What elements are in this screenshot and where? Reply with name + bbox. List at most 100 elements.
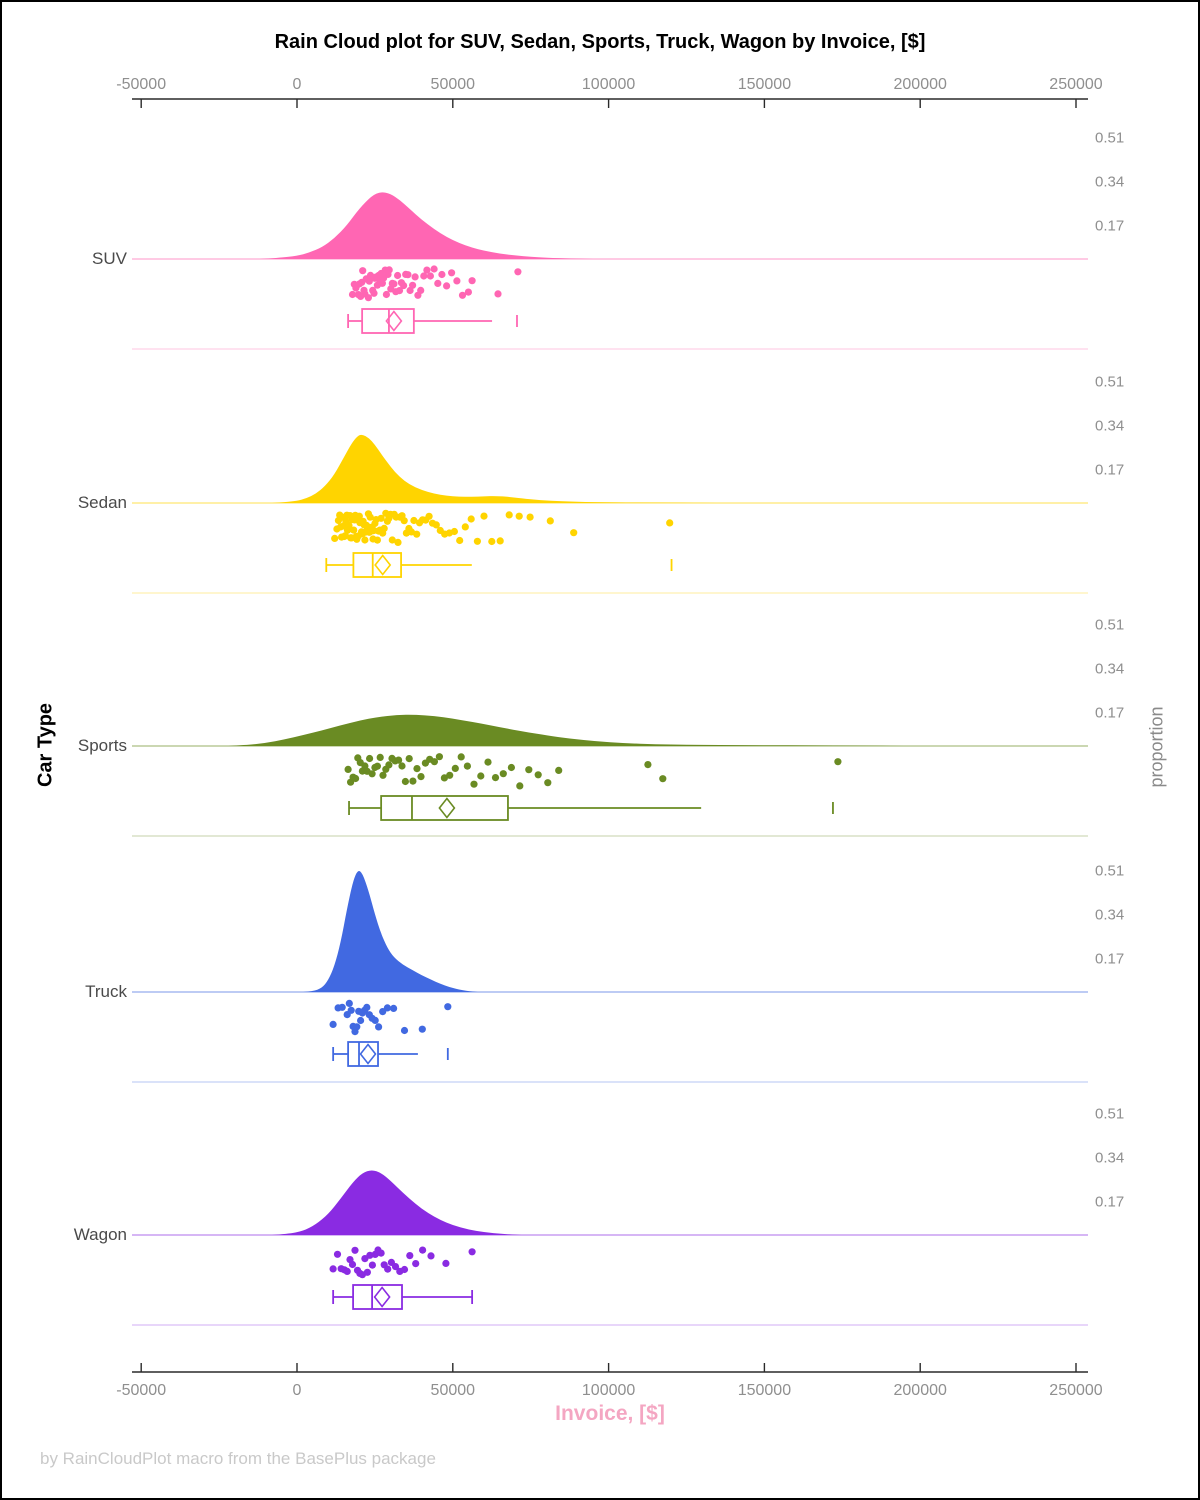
x-tick-label-bottom: 0	[292, 1382, 302, 1399]
rain-point	[406, 1252, 414, 1260]
rain-point	[484, 758, 492, 766]
x-axis-title: Invoice, [$]	[555, 1402, 665, 1425]
rain-point	[347, 1006, 355, 1014]
rain-point	[666, 519, 674, 527]
rain-points	[331, 509, 674, 547]
rain-point	[423, 266, 431, 274]
rain-point	[435, 753, 443, 761]
rain-point	[395, 756, 403, 764]
rain-point	[468, 277, 476, 285]
rain-point	[480, 512, 488, 520]
density-curve	[259, 192, 593, 259]
rain-point	[499, 770, 507, 778]
rain-point	[456, 536, 464, 545]
rain-point	[394, 538, 402, 547]
rain-point	[417, 773, 425, 781]
rain-point	[488, 537, 496, 546]
rain-point	[555, 766, 563, 775]
rain-points	[329, 1246, 476, 1279]
rain-point	[331, 534, 339, 543]
rain-point	[463, 762, 471, 770]
proportion-tick-label: 0.34	[1095, 417, 1125, 435]
proportion-tick-label: 0.17	[1095, 461, 1125, 479]
rain-point	[526, 513, 534, 521]
rain-point	[444, 1003, 452, 1011]
x-tick-label-bottom: 150000	[737, 1382, 792, 1399]
rain-point	[427, 1252, 435, 1260]
mean-diamond	[385, 310, 403, 332]
mean-diamond	[373, 1286, 391, 1308]
rain-point	[388, 536, 396, 544]
rain-points	[344, 753, 842, 790]
rain-point	[446, 771, 454, 779]
rain-point	[834, 758, 842, 766]
density-curve	[272, 1170, 522, 1235]
proportion-tick-label: 0.34	[1095, 660, 1125, 678]
category-label-truck: Truck	[85, 982, 127, 1001]
rain-point	[366, 513, 374, 521]
iqr-box	[352, 1284, 403, 1310]
iqr-box	[361, 308, 415, 334]
rain-point	[496, 537, 504, 545]
rain-point	[357, 1016, 365, 1025]
rain-point	[363, 1268, 371, 1276]
category-label-sports: Sports	[77, 736, 127, 755]
proportion-tick-label: 0.51	[1095, 373, 1125, 391]
rain-point	[385, 266, 393, 274]
rain-point	[516, 782, 524, 790]
x-tick-label-top: 200000	[893, 76, 947, 93]
rain-point	[400, 282, 408, 290]
mean-diamond	[359, 1043, 377, 1065]
panel-Sedan	[132, 434, 1088, 594]
rain-point	[450, 527, 458, 536]
rain-point	[411, 273, 419, 281]
rain-point	[391, 1263, 400, 1271]
rain-point	[359, 267, 367, 275]
category-label-sedan: Sedan	[77, 493, 127, 512]
rain-point	[363, 1003, 371, 1012]
box-plot	[332, 1041, 449, 1067]
proportion-tick-label: 0.34	[1095, 1149, 1125, 1167]
rain-point	[398, 762, 406, 770]
attribution-note: by RainCloudPlot macro from the BasePlus…	[40, 1449, 436, 1468]
rain-point	[338, 1003, 346, 1011]
rain-point	[370, 289, 378, 297]
rain-point	[394, 271, 402, 280]
panel-Sports	[132, 714, 1088, 837]
rain-point	[458, 291, 467, 299]
rain-point	[515, 512, 523, 520]
x-tick-label-top: 100000	[581, 76, 636, 93]
x-tick-label-top: 250000	[1049, 76, 1103, 93]
rain-point	[432, 521, 440, 529]
rain-point	[434, 279, 442, 287]
x-tick-label-top: -50000	[116, 76, 167, 93]
right-axis-title: proportion	[1146, 706, 1167, 788]
rain-point	[442, 1259, 450, 1267]
box-plot	[348, 795, 834, 821]
rain-point	[438, 270, 446, 279]
proportion-tick-label: 0.34	[1095, 173, 1125, 191]
rain-point	[371, 1016, 379, 1024]
rain-point	[345, 999, 353, 1008]
mean-diamond	[374, 554, 392, 576]
rain-point	[405, 755, 413, 763]
rain-point	[470, 780, 478, 788]
rain-point	[383, 1004, 391, 1012]
rain-point	[426, 272, 434, 280]
rain-point	[494, 290, 502, 298]
rain-point	[453, 277, 461, 285]
category-label-wagon: Wagon	[73, 1225, 127, 1244]
rain-point	[390, 1004, 398, 1013]
box-plot	[325, 552, 673, 578]
rain-point	[468, 1248, 476, 1256]
rain-point	[425, 512, 433, 520]
rain-point	[377, 1249, 385, 1257]
rain-point	[404, 271, 412, 279]
rain-point	[361, 536, 369, 544]
rain-point	[345, 521, 353, 530]
rain-point	[477, 772, 485, 780]
rain-point	[659, 775, 667, 783]
rain-point	[376, 753, 384, 762]
rain-point	[417, 286, 425, 294]
